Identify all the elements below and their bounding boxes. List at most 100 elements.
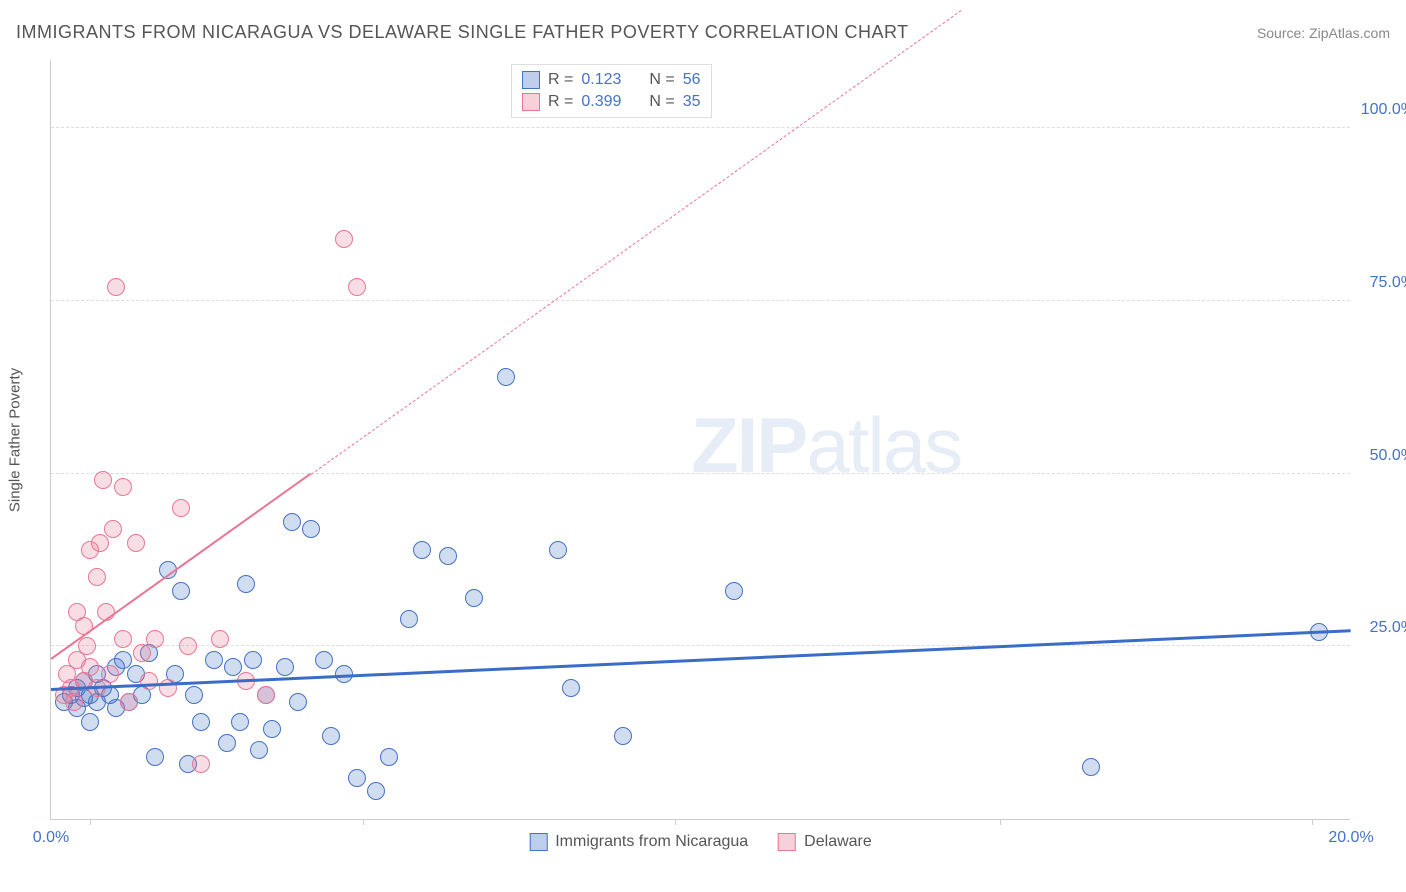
y-tick-label: 25.0% xyxy=(1370,619,1406,637)
scatter-point xyxy=(88,568,106,586)
x-tick-mark xyxy=(1312,819,1313,825)
scatter-point xyxy=(140,672,158,690)
scatter-point xyxy=(107,278,125,296)
scatter-point xyxy=(614,727,632,745)
scatter-point xyxy=(172,582,190,600)
x-tick-mark xyxy=(675,819,676,825)
source-link[interactable]: ZipAtlas.com xyxy=(1309,25,1390,41)
r-value: 0.123 xyxy=(581,71,621,89)
source-label: Source: xyxy=(1257,25,1309,41)
x-tick-mark xyxy=(90,819,91,825)
scatter-point xyxy=(348,769,366,787)
x-tick-mark xyxy=(363,819,364,825)
bottom-legend: Immigrants from Nicaragua Delaware xyxy=(529,833,872,851)
scatter-point xyxy=(497,368,515,386)
watermark: ZIPatlas xyxy=(691,400,961,491)
scatter-point xyxy=(322,727,340,745)
gridline xyxy=(51,127,1350,128)
source-attribution: Source: ZipAtlas.com xyxy=(1257,25,1390,41)
scatter-point xyxy=(172,499,190,517)
scatter-point xyxy=(465,589,483,607)
scatter-point xyxy=(81,658,99,676)
watermark-bold: ZIP xyxy=(691,401,806,489)
scatter-point xyxy=(104,520,122,538)
y-tick-label: 75.0% xyxy=(1370,274,1406,292)
scatter-point xyxy=(78,637,96,655)
scatter-point xyxy=(185,686,203,704)
scatter-point xyxy=(94,471,112,489)
y-axis-label: Single Father Poverty xyxy=(7,367,24,511)
legend-swatch xyxy=(522,71,540,89)
gridline xyxy=(51,645,1350,646)
scatter-point xyxy=(146,630,164,648)
legend-swatch xyxy=(778,833,796,851)
legend-item: Immigrants from Nicaragua xyxy=(529,833,748,851)
scatter-point xyxy=(101,665,119,683)
scatter-point xyxy=(146,748,164,766)
r-label: R = xyxy=(548,71,573,89)
legend-swatch xyxy=(529,833,547,851)
stats-legend-row: R = 0.399 N = 35 xyxy=(522,91,701,113)
scatter-point xyxy=(380,748,398,766)
chart-title: IMMIGRANTS FROM NICARAGUA VS DELAWARE SI… xyxy=(16,22,909,43)
y-tick-label: 50.0% xyxy=(1370,447,1406,465)
x-tick-mark xyxy=(1000,819,1001,825)
scatter-point xyxy=(127,534,145,552)
scatter-point xyxy=(562,679,580,697)
scatter-point xyxy=(257,686,275,704)
legend-label: Immigrants from Nicaragua xyxy=(555,833,748,851)
scatter-point xyxy=(263,720,281,738)
scatter-point xyxy=(315,651,333,669)
r-value: 0.399 xyxy=(581,93,621,111)
legend-item: Delaware xyxy=(778,833,872,851)
watermark-light: atlas xyxy=(806,401,961,489)
scatter-point xyxy=(276,658,294,676)
x-tick-label: 0.0% xyxy=(33,829,69,847)
scatter-point xyxy=(211,630,229,648)
scatter-point xyxy=(302,520,320,538)
scatter-plot: Single Father Poverty ZIPatlas R =0.123N… xyxy=(50,60,1350,820)
scatter-point xyxy=(367,782,385,800)
scatter-point xyxy=(192,713,210,731)
scatter-point xyxy=(244,651,262,669)
stats-legend-row: R = 0.123 N = 56 xyxy=(522,69,701,91)
legend-label: Delaware xyxy=(804,833,872,851)
y-tick-label: 100.0% xyxy=(1361,101,1406,119)
scatter-point xyxy=(289,693,307,711)
scatter-point xyxy=(1082,758,1100,776)
scatter-point xyxy=(120,693,138,711)
scatter-point xyxy=(250,741,268,759)
n-label: N = xyxy=(649,71,674,89)
scatter-point xyxy=(192,755,210,773)
scatter-point xyxy=(283,513,301,531)
x-tick-label: 20.0% xyxy=(1328,829,1373,847)
chart-area: Single Father Poverty ZIPatlas R =0.123N… xyxy=(50,60,1350,820)
r-label: R = xyxy=(548,93,573,111)
scatter-point xyxy=(218,734,236,752)
scatter-point xyxy=(231,713,249,731)
scatter-point xyxy=(205,651,223,669)
gridline xyxy=(51,300,1350,301)
n-value: 35 xyxy=(683,93,701,111)
scatter-point xyxy=(133,644,151,662)
scatter-point xyxy=(237,575,255,593)
scatter-point xyxy=(114,630,132,648)
scatter-point xyxy=(81,713,99,731)
scatter-point xyxy=(335,230,353,248)
scatter-point xyxy=(179,637,197,655)
scatter-point xyxy=(348,278,366,296)
scatter-point xyxy=(400,610,418,628)
scatter-point xyxy=(413,541,431,559)
title-bar: IMMIGRANTS FROM NICARAGUA VS DELAWARE SI… xyxy=(16,22,1390,43)
scatter-point xyxy=(91,534,109,552)
scatter-point xyxy=(439,547,457,565)
scatter-point xyxy=(114,478,132,496)
scatter-point xyxy=(725,582,743,600)
stats-legend: R = 0.123 N = 56 R = 0.399 N = 35 xyxy=(511,64,712,118)
n-label: N = xyxy=(649,93,674,111)
gridline xyxy=(51,473,1350,474)
n-value: 56 xyxy=(683,71,701,89)
scatter-point xyxy=(65,693,83,711)
legend-swatch xyxy=(522,93,540,111)
scatter-point xyxy=(549,541,567,559)
